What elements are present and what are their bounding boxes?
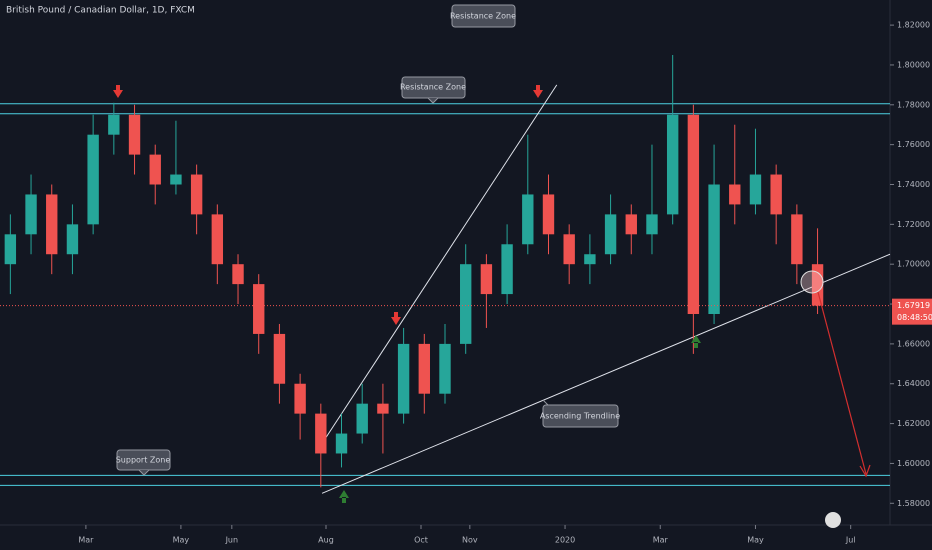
- candle-body: [315, 413, 327, 454]
- countdown-label: 08:48:50: [897, 313, 932, 322]
- y-tick-label: 1.58000: [897, 499, 930, 508]
- y-tick-label: 1.82000: [897, 21, 930, 30]
- plot: [0, 54, 891, 494]
- x-tick-label: May: [173, 536, 190, 545]
- projection-arrow: [817, 291, 867, 475]
- candle-body: [335, 433, 348, 454]
- candle-body: [646, 214, 658, 235]
- y-tick-label: 1.72000: [897, 220, 930, 229]
- highlight-circle: [800, 270, 824, 294]
- chart-title: British Pound / Canadian Dollar, 1D, FXC…: [6, 6, 195, 16]
- candle-body: [542, 194, 555, 235]
- candle-body: [66, 224, 79, 255]
- annotation-text: Resistance Zone: [400, 83, 466, 92]
- candle-body: [190, 174, 203, 215]
- candle-body: [625, 214, 637, 235]
- annotation: Ascending Trendline: [540, 399, 620, 428]
- candle-body: [811, 264, 824, 306]
- candle-body: [377, 403, 389, 414]
- x-tick-label: Jun: [225, 536, 239, 545]
- y-tick-label: 1.74000: [897, 180, 930, 189]
- candle-body: [563, 234, 575, 265]
- candle-body: [418, 343, 430, 394]
- x-tick-label: 2020: [555, 536, 575, 545]
- candle-body: [46, 194, 58, 255]
- candle-body: [128, 114, 141, 155]
- candle-body: [232, 264, 244, 285]
- candle-body: [687, 114, 700, 315]
- projection-arrow-head: [859, 464, 871, 478]
- annotation: Support Zone: [116, 449, 171, 476]
- x-tick-label: Aug: [318, 536, 334, 545]
- candle-body: [211, 214, 224, 265]
- x-tick-label: May: [747, 536, 764, 545]
- last-price-label: 1.67919: [897, 301, 930, 310]
- candle-body: [708, 184, 720, 315]
- candle-body: [749, 174, 762, 205]
- candle-body: [480, 264, 493, 295]
- annotation: Resistance Zone: [400, 76, 466, 104]
- up-arrow: [339, 490, 349, 503]
- candle-body: [770, 174, 782, 215]
- candle-body: [108, 114, 120, 135]
- y-tick-label: 1.78000: [897, 100, 930, 109]
- up-arrow: [691, 335, 701, 348]
- y-tick-label: 1.60000: [897, 459, 930, 468]
- trendline: [321, 253, 891, 494]
- y-tick-label: 1.80000: [897, 60, 930, 69]
- annotation-text: Ascending Trendline: [540, 412, 620, 421]
- x-tick-label: Jul: [845, 536, 856, 545]
- candle-body: [87, 134, 99, 225]
- x-tick-label: Mar: [653, 536, 669, 545]
- x-tick-label: Mar: [78, 536, 94, 545]
- candle-body: [460, 264, 472, 344]
- y-tick-label: 1.76000: [897, 140, 930, 149]
- candle-body: [791, 214, 803, 265]
- trendline: [321, 84, 558, 444]
- candle-body: [170, 174, 182, 185]
- down-arrow: [533, 85, 543, 98]
- last-price-box: [892, 298, 932, 325]
- y-tick-label: 1.64000: [897, 379, 930, 388]
- candle-body: [149, 154, 161, 185]
- annotation-text: Support Zone: [116, 456, 171, 465]
- annotation: Resistance Zone: [450, 4, 516, 28]
- annotation-text: Resistance Zone: [450, 12, 516, 21]
- logo: [825, 512, 841, 528]
- candle-body: [294, 383, 306, 414]
- candle-body: [584, 254, 596, 265]
- y-tick-label: 1.66000: [897, 339, 930, 348]
- y-tick-label: 1.70000: [897, 260, 930, 269]
- down-arrow: [113, 85, 123, 98]
- candle-body: [25, 194, 37, 235]
- candle-body: [253, 284, 265, 334]
- candle-body: [501, 244, 513, 295]
- candle-body: [729, 184, 741, 205]
- candle-body: [666, 114, 679, 215]
- candle-body: [356, 403, 368, 434]
- candle-body: [273, 333, 286, 384]
- candle-body: [522, 194, 534, 245]
- x-tick-label: Nov: [462, 536, 478, 545]
- x-tick-label: Oct: [414, 536, 428, 545]
- candle-body: [4, 234, 17, 265]
- y-tick-label: 1.62000: [897, 419, 930, 428]
- candle-body: [604, 214, 617, 255]
- down-arrow: [391, 312, 401, 325]
- candle-body: [397, 343, 410, 414]
- candle-body: [439, 343, 451, 394]
